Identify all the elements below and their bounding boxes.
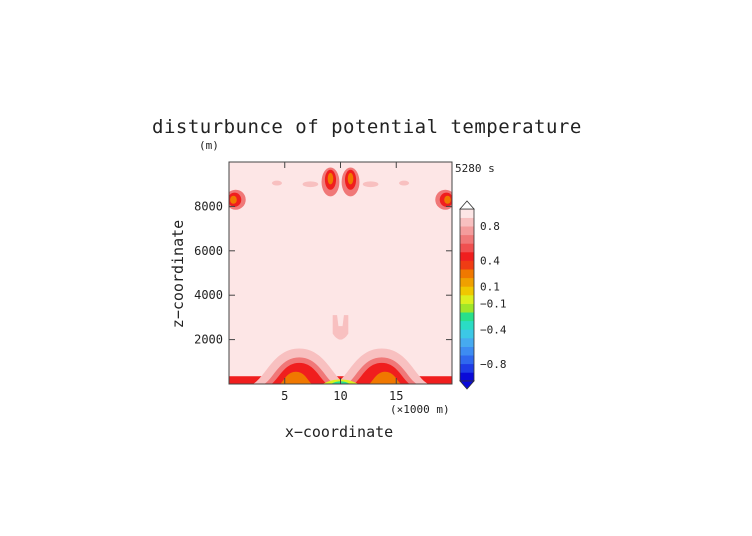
colorbar-segment <box>460 372 474 382</box>
x-tick-label: 15 <box>389 389 403 403</box>
colorbar-segment <box>460 346 474 356</box>
colorbar-segment <box>460 320 474 330</box>
colorbar-label: 0.8 <box>480 220 500 233</box>
x-axis-title: x−coordinate <box>285 423 393 441</box>
colorbar-bottom-arrow <box>459 380 475 390</box>
colorbar-segment <box>460 286 474 296</box>
colorbar-segment <box>460 329 474 339</box>
colorbar-label: −0.8 <box>480 358 507 371</box>
chart-title: disturbunce of potential temperature <box>152 116 582 138</box>
contour-region-23 <box>347 172 354 185</box>
y-tick-label: 6000 <box>194 244 223 258</box>
colorbar-segment <box>460 234 474 244</box>
colorbar-top-arrow <box>459 200 475 210</box>
colorbar-segment <box>460 217 474 227</box>
colorbar-segment <box>460 303 474 313</box>
y-unit-label: (m) <box>199 139 219 152</box>
colorbar-segment <box>460 355 474 365</box>
colorbar-segment <box>460 338 474 347</box>
contour-region-7 <box>280 371 312 384</box>
y-tick-label: 8000 <box>194 199 223 213</box>
colorbar-segment <box>460 363 474 373</box>
contour-region-14 <box>230 195 237 204</box>
colorbar-segment <box>460 226 474 236</box>
colorbar-label: −0.4 <box>480 323 507 336</box>
contour-region-26 <box>271 180 282 186</box>
colorbar-segment <box>460 243 474 253</box>
x-unit-label: (×1000 m) <box>390 403 450 416</box>
plot-area <box>229 162 452 384</box>
colorbar-label: −0.1 <box>480 298 507 311</box>
y-tick-label: 4000 <box>194 288 223 302</box>
colorbar-segment <box>460 295 474 304</box>
contour-region-17 <box>444 195 451 204</box>
y-axis-title: z−coordinate <box>169 220 187 328</box>
colorbar: 0.8 0.4 0.1 −0.1 −0.4 −0.8 <box>459 200 507 390</box>
colorbar-segment <box>460 312 474 322</box>
time-label: 5280 s <box>455 162 495 175</box>
contour-region-27 <box>399 180 410 186</box>
colorbar-segment <box>460 252 474 261</box>
x-tick-label: 10 <box>333 389 347 403</box>
contour-background <box>229 162 452 384</box>
y-tick-label: 2000 <box>194 333 223 347</box>
contour-region-11 <box>332 315 349 340</box>
x-tick-label: 5 <box>281 389 288 403</box>
contour-region-25 <box>362 181 379 188</box>
colorbar-segment <box>460 260 474 270</box>
contour-region-20 <box>327 172 334 185</box>
contour-region-24 <box>302 181 319 188</box>
colorbar-segment <box>460 209 474 218</box>
axes: 5 10 15 2000 4000 6000 8000 <box>194 161 453 403</box>
colorbar-label: 0.4 <box>480 255 500 268</box>
colorbar-segment <box>460 277 474 287</box>
colorbar-segment <box>460 269 474 279</box>
contour-region-8 <box>369 371 401 384</box>
colorbar-label: 0.1 <box>480 280 500 293</box>
